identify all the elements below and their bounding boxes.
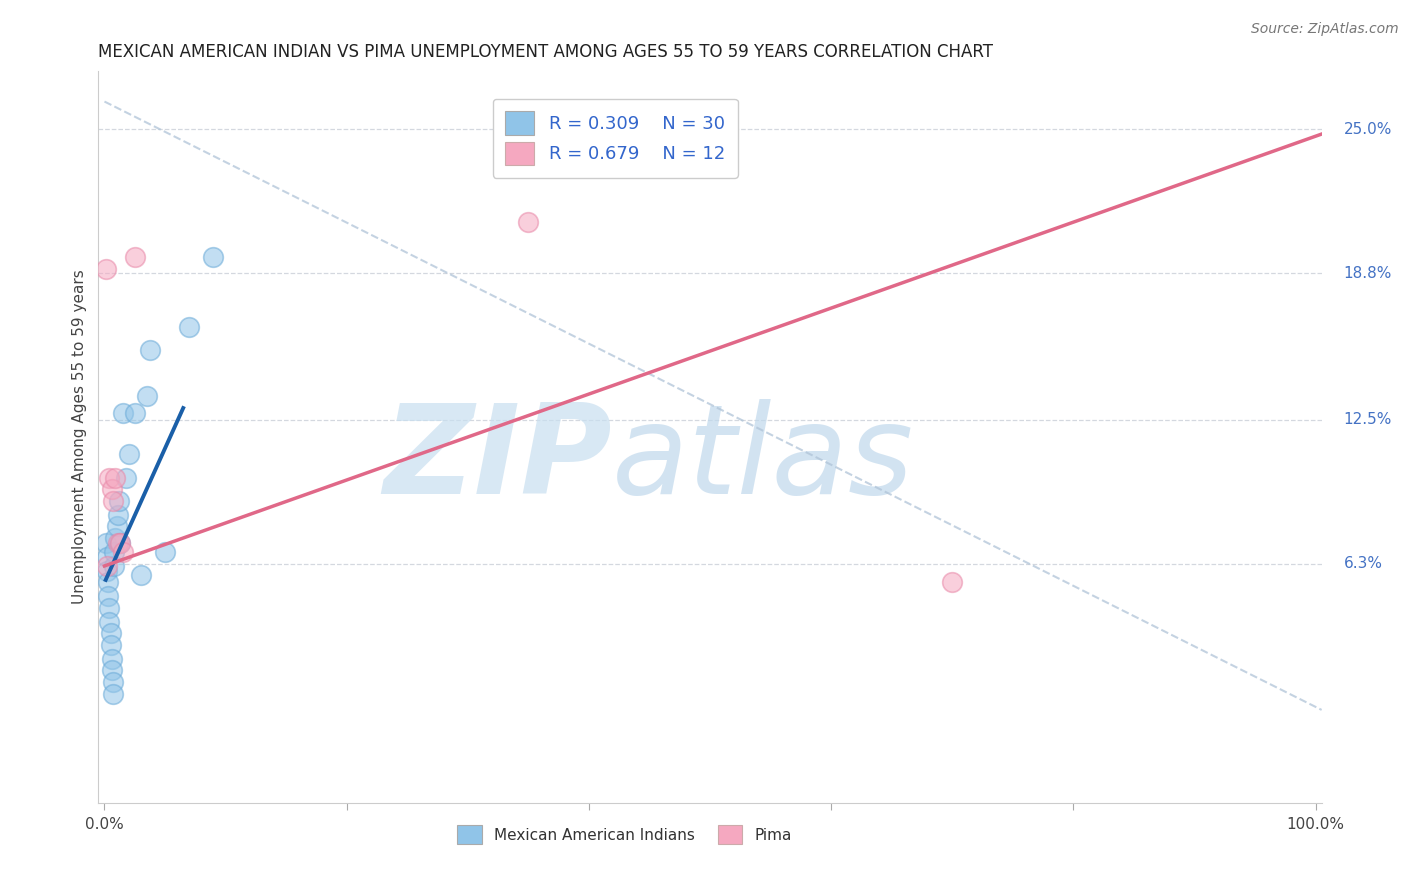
- Text: 18.8%: 18.8%: [1344, 266, 1392, 281]
- Text: Source: ZipAtlas.com: Source: ZipAtlas.com: [1251, 22, 1399, 37]
- Point: [108, 494, 131, 508]
- Point: [101, 687, 124, 701]
- Y-axis label: Unemployment Among Ages 55 to 59 years: Unemployment Among Ages 55 to 59 years: [72, 269, 87, 605]
- Point: [110, 535, 132, 549]
- Point: [96, 549, 118, 564]
- Point: [202, 250, 225, 264]
- Point: [103, 545, 125, 559]
- Point: [94, 535, 117, 549]
- Point: [103, 558, 125, 573]
- Point: [101, 675, 124, 690]
- Point: [97, 575, 120, 590]
- Text: atlas: atlas: [612, 399, 914, 519]
- Point: [100, 652, 122, 666]
- Point: [100, 664, 122, 678]
- Point: [118, 448, 141, 462]
- Point: [110, 535, 132, 549]
- Point: [111, 406, 134, 420]
- Point: [100, 626, 122, 640]
- Point: [101, 494, 124, 508]
- Point: [98, 600, 121, 615]
- Point: [107, 508, 129, 522]
- Text: ZIP: ZIP: [384, 399, 612, 519]
- Text: 12.5%: 12.5%: [1344, 412, 1392, 427]
- Point: [124, 250, 146, 264]
- Point: [111, 545, 134, 559]
- Point: [179, 319, 201, 334]
- Point: [105, 519, 128, 533]
- Point: [139, 343, 162, 357]
- Point: [98, 615, 121, 629]
- Point: [124, 406, 146, 420]
- Point: [129, 568, 152, 582]
- Point: [96, 558, 118, 573]
- Point: [135, 389, 157, 403]
- Point: [94, 261, 117, 276]
- Point: [517, 215, 540, 229]
- Text: 25.0%: 25.0%: [1344, 122, 1392, 136]
- Point: [97, 589, 120, 603]
- Point: [107, 535, 129, 549]
- Point: [96, 564, 118, 578]
- Point: [98, 471, 121, 485]
- Text: 6.3%: 6.3%: [1344, 556, 1382, 571]
- Text: MEXICAN AMERICAN INDIAN VS PIMA UNEMPLOYMENT AMONG AGES 55 TO 59 YEARS CORRELATI: MEXICAN AMERICAN INDIAN VS PIMA UNEMPLOY…: [98, 44, 994, 62]
- Point: [100, 483, 122, 497]
- Point: [104, 531, 127, 545]
- Point: [153, 545, 176, 559]
- Point: [115, 471, 138, 485]
- Point: [100, 638, 122, 652]
- Point: [104, 471, 127, 485]
- Legend: Mexican American Indians, Pima: Mexican American Indians, Pima: [451, 819, 797, 850]
- Point: [941, 575, 963, 590]
